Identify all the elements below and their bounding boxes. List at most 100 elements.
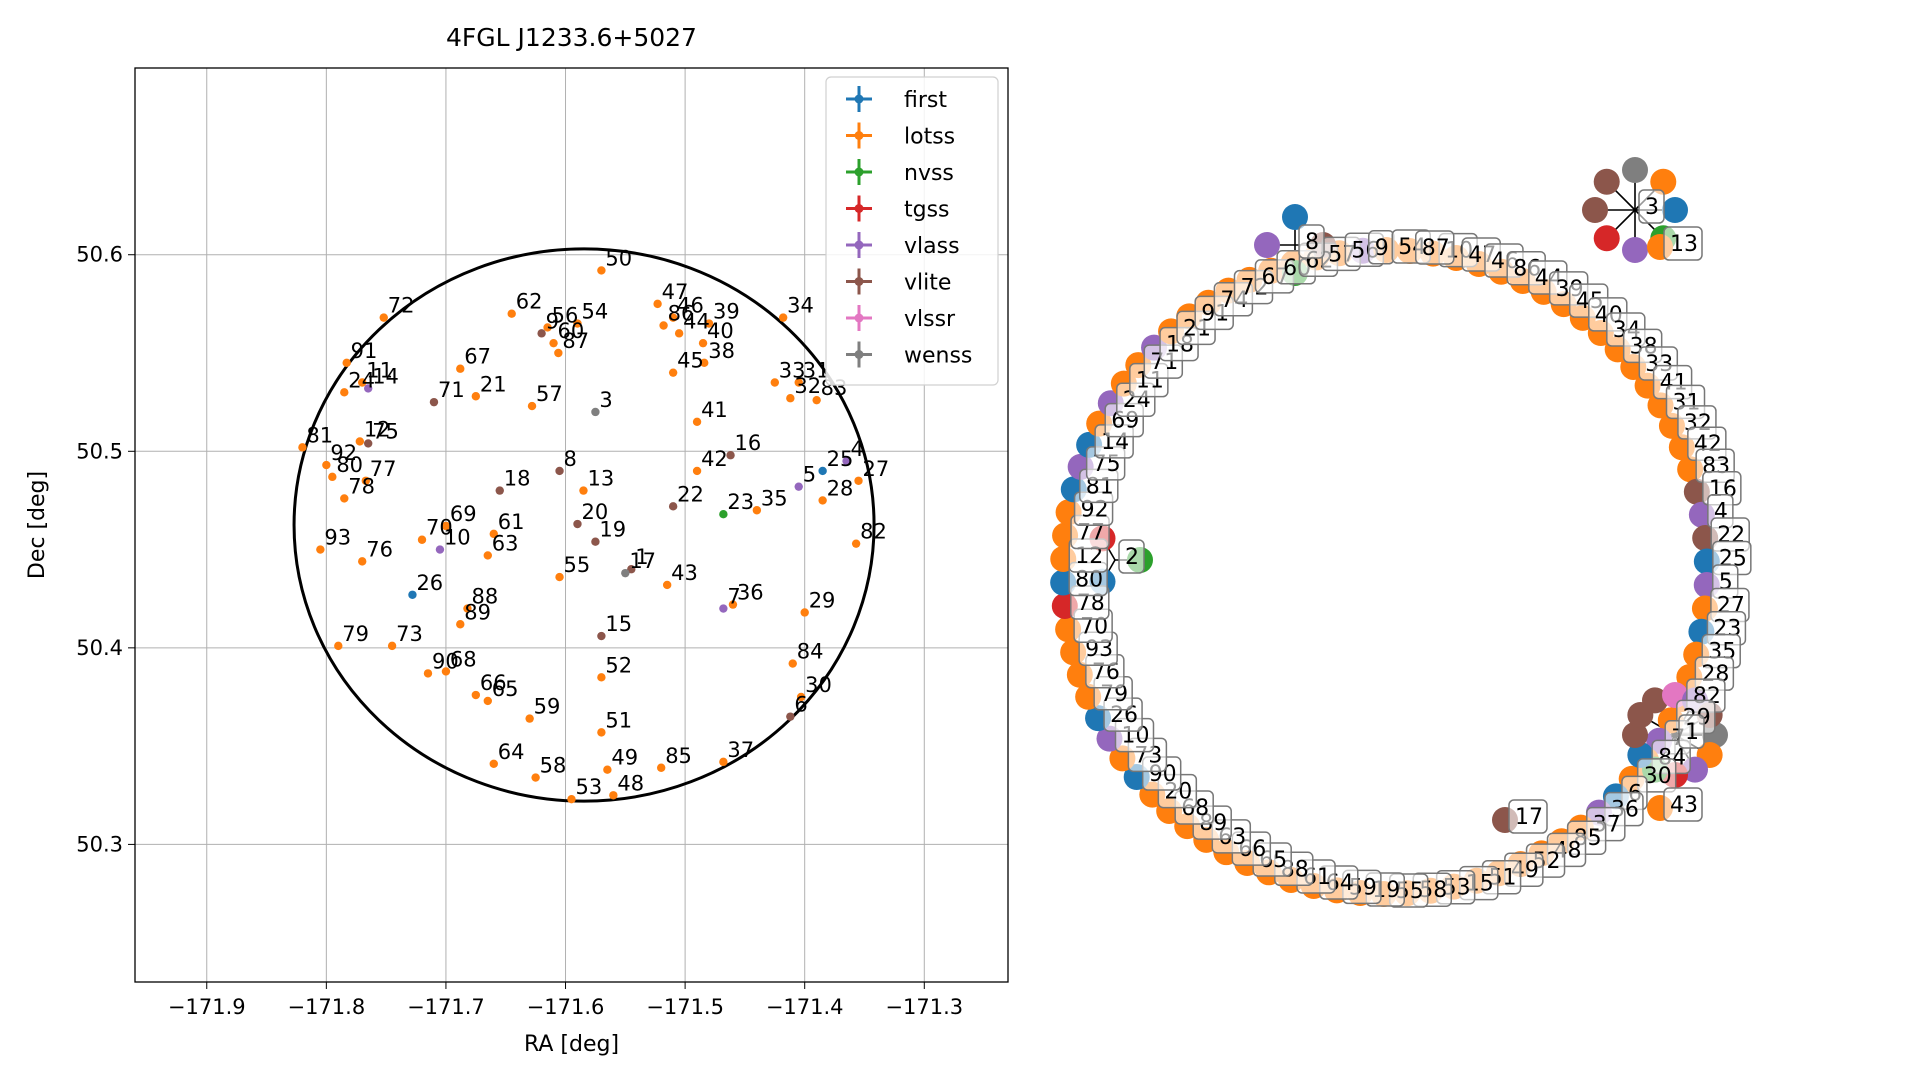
source-label: 26	[416, 571, 443, 595]
chart-title: 4FGL J1233.6+5027	[446, 23, 697, 52]
source-label: 87	[562, 329, 589, 353]
source-label: 78	[348, 474, 375, 498]
source-point	[525, 714, 534, 723]
source-point	[328, 472, 337, 482]
source-label: 39	[713, 300, 740, 324]
graph-node	[1662, 197, 1688, 223]
source-point	[591, 407, 600, 417]
x-tick-label: −171.6	[527, 995, 605, 1019]
source-point	[463, 604, 472, 613]
source-label: 25	[827, 447, 854, 471]
source-point	[794, 378, 803, 387]
source-label: 38	[708, 339, 735, 363]
source-point	[627, 565, 636, 574]
source-label: 23	[727, 490, 754, 514]
source-label: 16	[735, 431, 762, 455]
source-point	[441, 521, 451, 531]
source-point	[621, 568, 630, 578]
source-point	[423, 669, 433, 678]
x-tick-label: −171.7	[407, 995, 485, 1019]
source-point	[719, 757, 728, 767]
source-label: 81	[306, 423, 333, 447]
source-label: 34	[787, 294, 814, 318]
source-point	[800, 608, 809, 617]
source-label: 46	[677, 294, 704, 318]
source-point	[653, 299, 662, 309]
source-label: 43	[671, 561, 698, 585]
legend-marker-dot	[854, 167, 864, 177]
source-point	[555, 572, 564, 582]
source-point	[719, 509, 728, 519]
legend-entry: first	[904, 88, 947, 113]
source-label: 50	[605, 246, 632, 270]
source-point	[483, 551, 492, 560]
graph-node	[1650, 168, 1677, 195]
source-label: 92	[330, 441, 357, 465]
source-point	[726, 451, 735, 460]
source-label: 61	[498, 510, 525, 534]
source-label: 45	[677, 349, 704, 373]
source-label: 28	[827, 476, 854, 500]
source-point	[668, 313, 678, 322]
graph-node	[1622, 157, 1648, 183]
legend-entry: nvss	[904, 161, 954, 186]
source-label: 75	[372, 419, 399, 443]
legend-marker-dot	[854, 350, 864, 359]
source-point	[555, 466, 564, 476]
node-label: 3	[1645, 195, 1659, 220]
source-point	[674, 329, 684, 338]
legend-entry: lotss	[904, 125, 955, 150]
association-graph-panel: 1047468644394540343833413132428316422255…	[1050, 157, 1752, 908]
source-point	[704, 319, 714, 328]
source-label: 73	[396, 622, 423, 646]
source-label: 56	[552, 303, 579, 327]
source-point	[456, 364, 465, 373]
source-label: 30	[805, 673, 832, 697]
source-label: 60	[558, 319, 585, 343]
source-point	[698, 338, 708, 348]
source-label: 63	[492, 531, 519, 555]
node-label-box	[1638, 189, 1665, 224]
source-point	[692, 466, 702, 476]
source-label: 10	[444, 526, 471, 550]
legend-marker-dot	[854, 131, 864, 140]
node-label: 43	[1670, 793, 1698, 818]
source-point	[543, 323, 552, 332]
source-label: 71	[438, 378, 465, 402]
source-point	[495, 486, 504, 495]
x-tick-label: −171.8	[287, 995, 365, 1019]
x-tick-label: −171.4	[766, 995, 844, 1019]
source-point	[700, 358, 709, 368]
source-label: 55	[564, 553, 591, 577]
node-label: 1	[1685, 720, 1699, 745]
x-tick-label: −171.5	[646, 995, 724, 1019]
node-label-box	[1118, 539, 1145, 574]
source-point	[471, 392, 481, 401]
node-label: 87	[1422, 236, 1450, 261]
source-label: 8	[564, 447, 577, 471]
source-label: 80	[336, 453, 363, 477]
source-label: 37	[727, 738, 754, 762]
source-point	[609, 791, 618, 800]
source-point	[334, 641, 343, 651]
source-label: 18	[504, 467, 531, 491]
source-label: 4	[851, 437, 864, 461]
source-point	[591, 537, 600, 546]
source-point	[363, 439, 373, 448]
node-label-box	[1508, 799, 1548, 834]
source-point	[656, 763, 666, 772]
source-point	[603, 765, 612, 774]
source-label: 31	[803, 358, 830, 382]
source-point	[527, 401, 537, 411]
source-point	[728, 600, 738, 609]
source-point	[668, 368, 678, 377]
source-label: 69	[450, 502, 477, 526]
axes-frame	[134, 67, 1009, 983]
source-label: 33	[779, 358, 806, 382]
source-label: 7	[727, 585, 740, 609]
source-label: 20	[581, 500, 608, 524]
source-point	[719, 604, 728, 613]
source-point	[778, 313, 788, 322]
source-label: 91	[351, 339, 378, 363]
